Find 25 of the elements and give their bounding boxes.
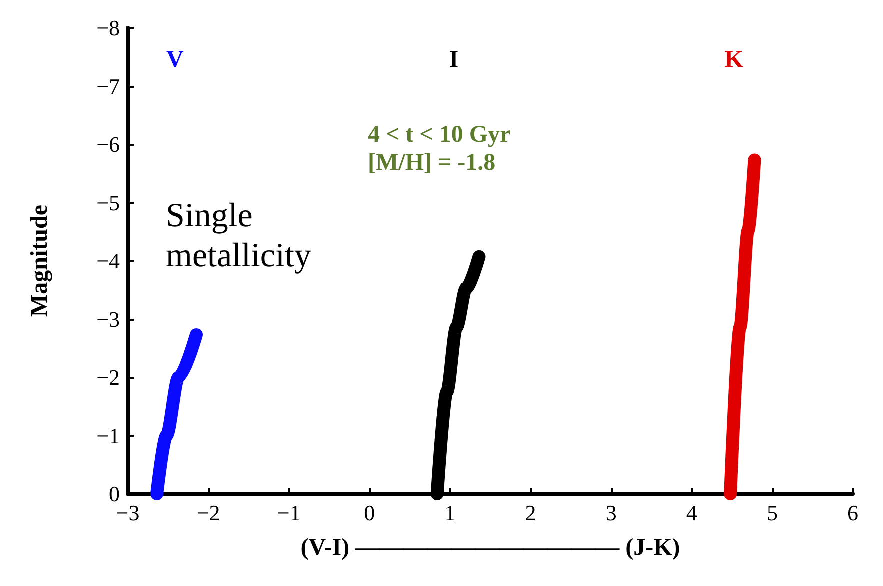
x-tick-label: 0 — [364, 500, 376, 526]
y-tick-label: −6 — [96, 132, 120, 157]
x-tick-label: 1 — [444, 500, 456, 526]
x-tick-label: 5 — [766, 500, 778, 526]
y-axis-title: Magnitude — [27, 204, 53, 318]
text: V — [166, 47, 184, 73]
x-tick-label: 3 — [606, 500, 617, 526]
y-tick-label: −1 — [96, 423, 120, 448]
x-tick-label: 6 — [848, 500, 858, 526]
x-axis-title: (V-I) ——————————— (J-K) — [300, 535, 680, 561]
y-tick-label: −2 — [96, 365, 120, 390]
y-tick-label: −5 — [96, 190, 120, 216]
x-tick-label: −1 — [277, 500, 301, 526]
annotation: Single metallicity — [166, 198, 312, 274]
x-tick-label: 4 — [686, 500, 698, 526]
x-tick-label: −2 — [196, 500, 220, 526]
text: I — [449, 47, 459, 73]
y-tick-label: −4 — [96, 248, 120, 274]
x-tick-label: 2 — [525, 500, 536, 526]
text: K — [724, 47, 744, 73]
y-tick-label: −8 — [96, 16, 120, 40]
y-tick-label: −3 — [96, 306, 120, 332]
y-tick-label: −7 — [96, 74, 120, 99]
annotation: 4 < t < 10 Gyr — [368, 122, 512, 148]
annotation: [M/H] = -1.8 — [368, 150, 496, 176]
